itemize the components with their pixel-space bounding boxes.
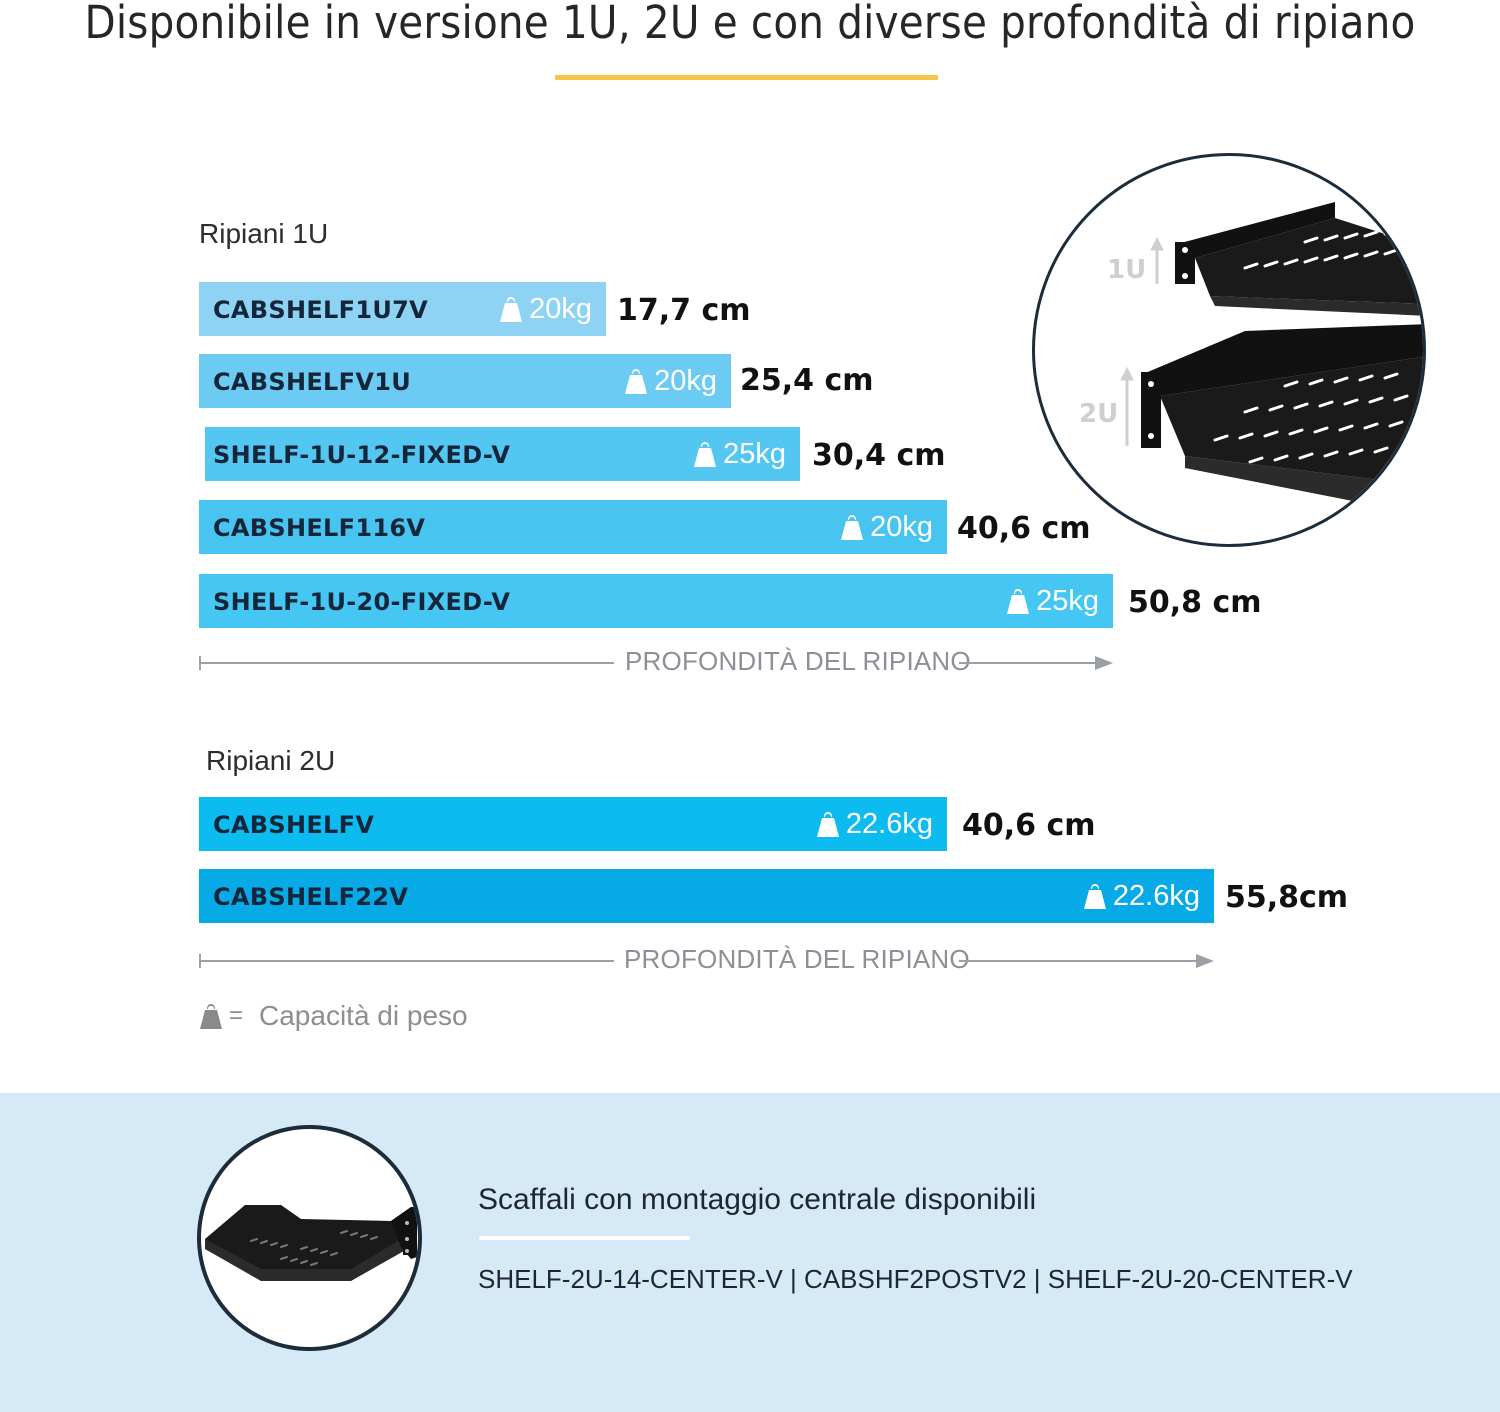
- center-mount-shelf-illustration: [205, 1205, 417, 1281]
- bar-capacity: 20kg: [840, 500, 933, 554]
- shelf-1u-2u-image: 1U 2U: [1032, 153, 1426, 547]
- bar-model: CABSHELFV1U: [213, 368, 411, 396]
- bar-model: SHELF-1U-12-FIXED-V: [213, 441, 511, 469]
- bar-shelf-1u-20-fixed-v: SHELF-1U-20-FIXED-V 25kg: [199, 574, 1113, 628]
- axis-label: PROFONDITÀ DEL RIPIANO: [625, 646, 971, 676]
- bar-capacity: 22.6kg: [1083, 869, 1200, 923]
- bar-model: CABSHELF116V: [213, 514, 426, 542]
- weight-icon: [816, 811, 839, 837]
- bar-capacity: 20kg: [499, 282, 592, 336]
- weight-icon: [1007, 588, 1030, 614]
- bar-depth: 55,8cm: [1225, 880, 1349, 915]
- axis-label: PROFONDITÀ DEL RIPIANO: [624, 944, 970, 974]
- bar-model: CABSHELF22V: [213, 883, 409, 911]
- weight-icon: [200, 1003, 222, 1029]
- bar-cabshelf22v: CABSHELF22V 22.6kg: [199, 869, 1214, 923]
- bar-cabshelfv: CABSHELFV 22.6kg: [199, 797, 947, 851]
- bar-model: CABSHELFV: [213, 811, 375, 839]
- group-label-2u: Ripiani 2U: [206, 745, 336, 776]
- bar-depth: 30,4 cm: [812, 438, 946, 473]
- bar-model: CABSHELF1U7V: [213, 296, 428, 324]
- depth-axis-2u: PROFONDITÀ DEL RIPIANO: [199, 944, 1214, 976]
- weight-icon: [1083, 883, 1106, 909]
- bar-shelf-1u-12-fixed-v: SHELF-1U-12-FIXED-V 25kg: [205, 427, 800, 481]
- center-mount-models: SHELF-2U-14-CENTER-V | CABSHF2POSTV2 | S…: [478, 1264, 1353, 1294]
- bar-depth: 40,6 cm: [957, 511, 1091, 546]
- bar-capacity: 20kg: [624, 354, 717, 408]
- bar-cabshelfv1u: CABSHELFV1U 20kg: [199, 354, 731, 408]
- weight-icon: [500, 296, 523, 322]
- page-title: Disponibile in versione 1U, 2U e con div…: [84, 0, 1416, 49]
- weight-icon: [841, 514, 864, 540]
- group-label-1u: Ripiani 1U: [199, 218, 329, 249]
- legend-equals: =: [229, 1002, 244, 1029]
- weight-icon: [625, 368, 648, 394]
- bar-cabshelf116v: CABSHELF116V 20kg: [199, 500, 947, 554]
- weight-icon: [694, 441, 717, 467]
- depth-axis-1u: PROFONDITÀ DEL RIPIANO: [199, 646, 1113, 678]
- svg-text:2U: 2U: [1079, 399, 1118, 429]
- svg-text:1U: 1U: [1107, 255, 1146, 285]
- legend-text: Capacità di peso: [259, 1000, 468, 1031]
- bar-depth: 50,8 cm: [1128, 585, 1262, 620]
- bar-depth: 17,7 cm: [617, 293, 751, 328]
- bar-depth: 25,4 cm: [740, 363, 874, 398]
- bar-capacity: 25kg: [693, 427, 786, 481]
- arrow-right-icon: [1196, 954, 1214, 968]
- legend: = Capacità di peso: [199, 1000, 468, 1032]
- center-mount-title: Scaffali con montaggio centrale disponib…: [478, 1183, 1037, 1216]
- title-underline: [555, 75, 938, 80]
- bar-depth: 40,6 cm: [962, 808, 1096, 843]
- center-mount-shelf-image: [197, 1125, 422, 1351]
- center-mount-divider: [479, 1236, 690, 1240]
- bar-model: SHELF-1U-20-FIXED-V: [213, 588, 511, 616]
- bar-capacity: 22.6kg: [816, 797, 933, 851]
- arrow-right-icon: [1095, 656, 1113, 670]
- bar-cabshelf1u7v: CABSHELF1U7V 20kg: [199, 282, 606, 336]
- rack-shelf-illustration: 1U 2U: [1079, 202, 1423, 515]
- bar-capacity: 25kg: [1006, 574, 1099, 628]
